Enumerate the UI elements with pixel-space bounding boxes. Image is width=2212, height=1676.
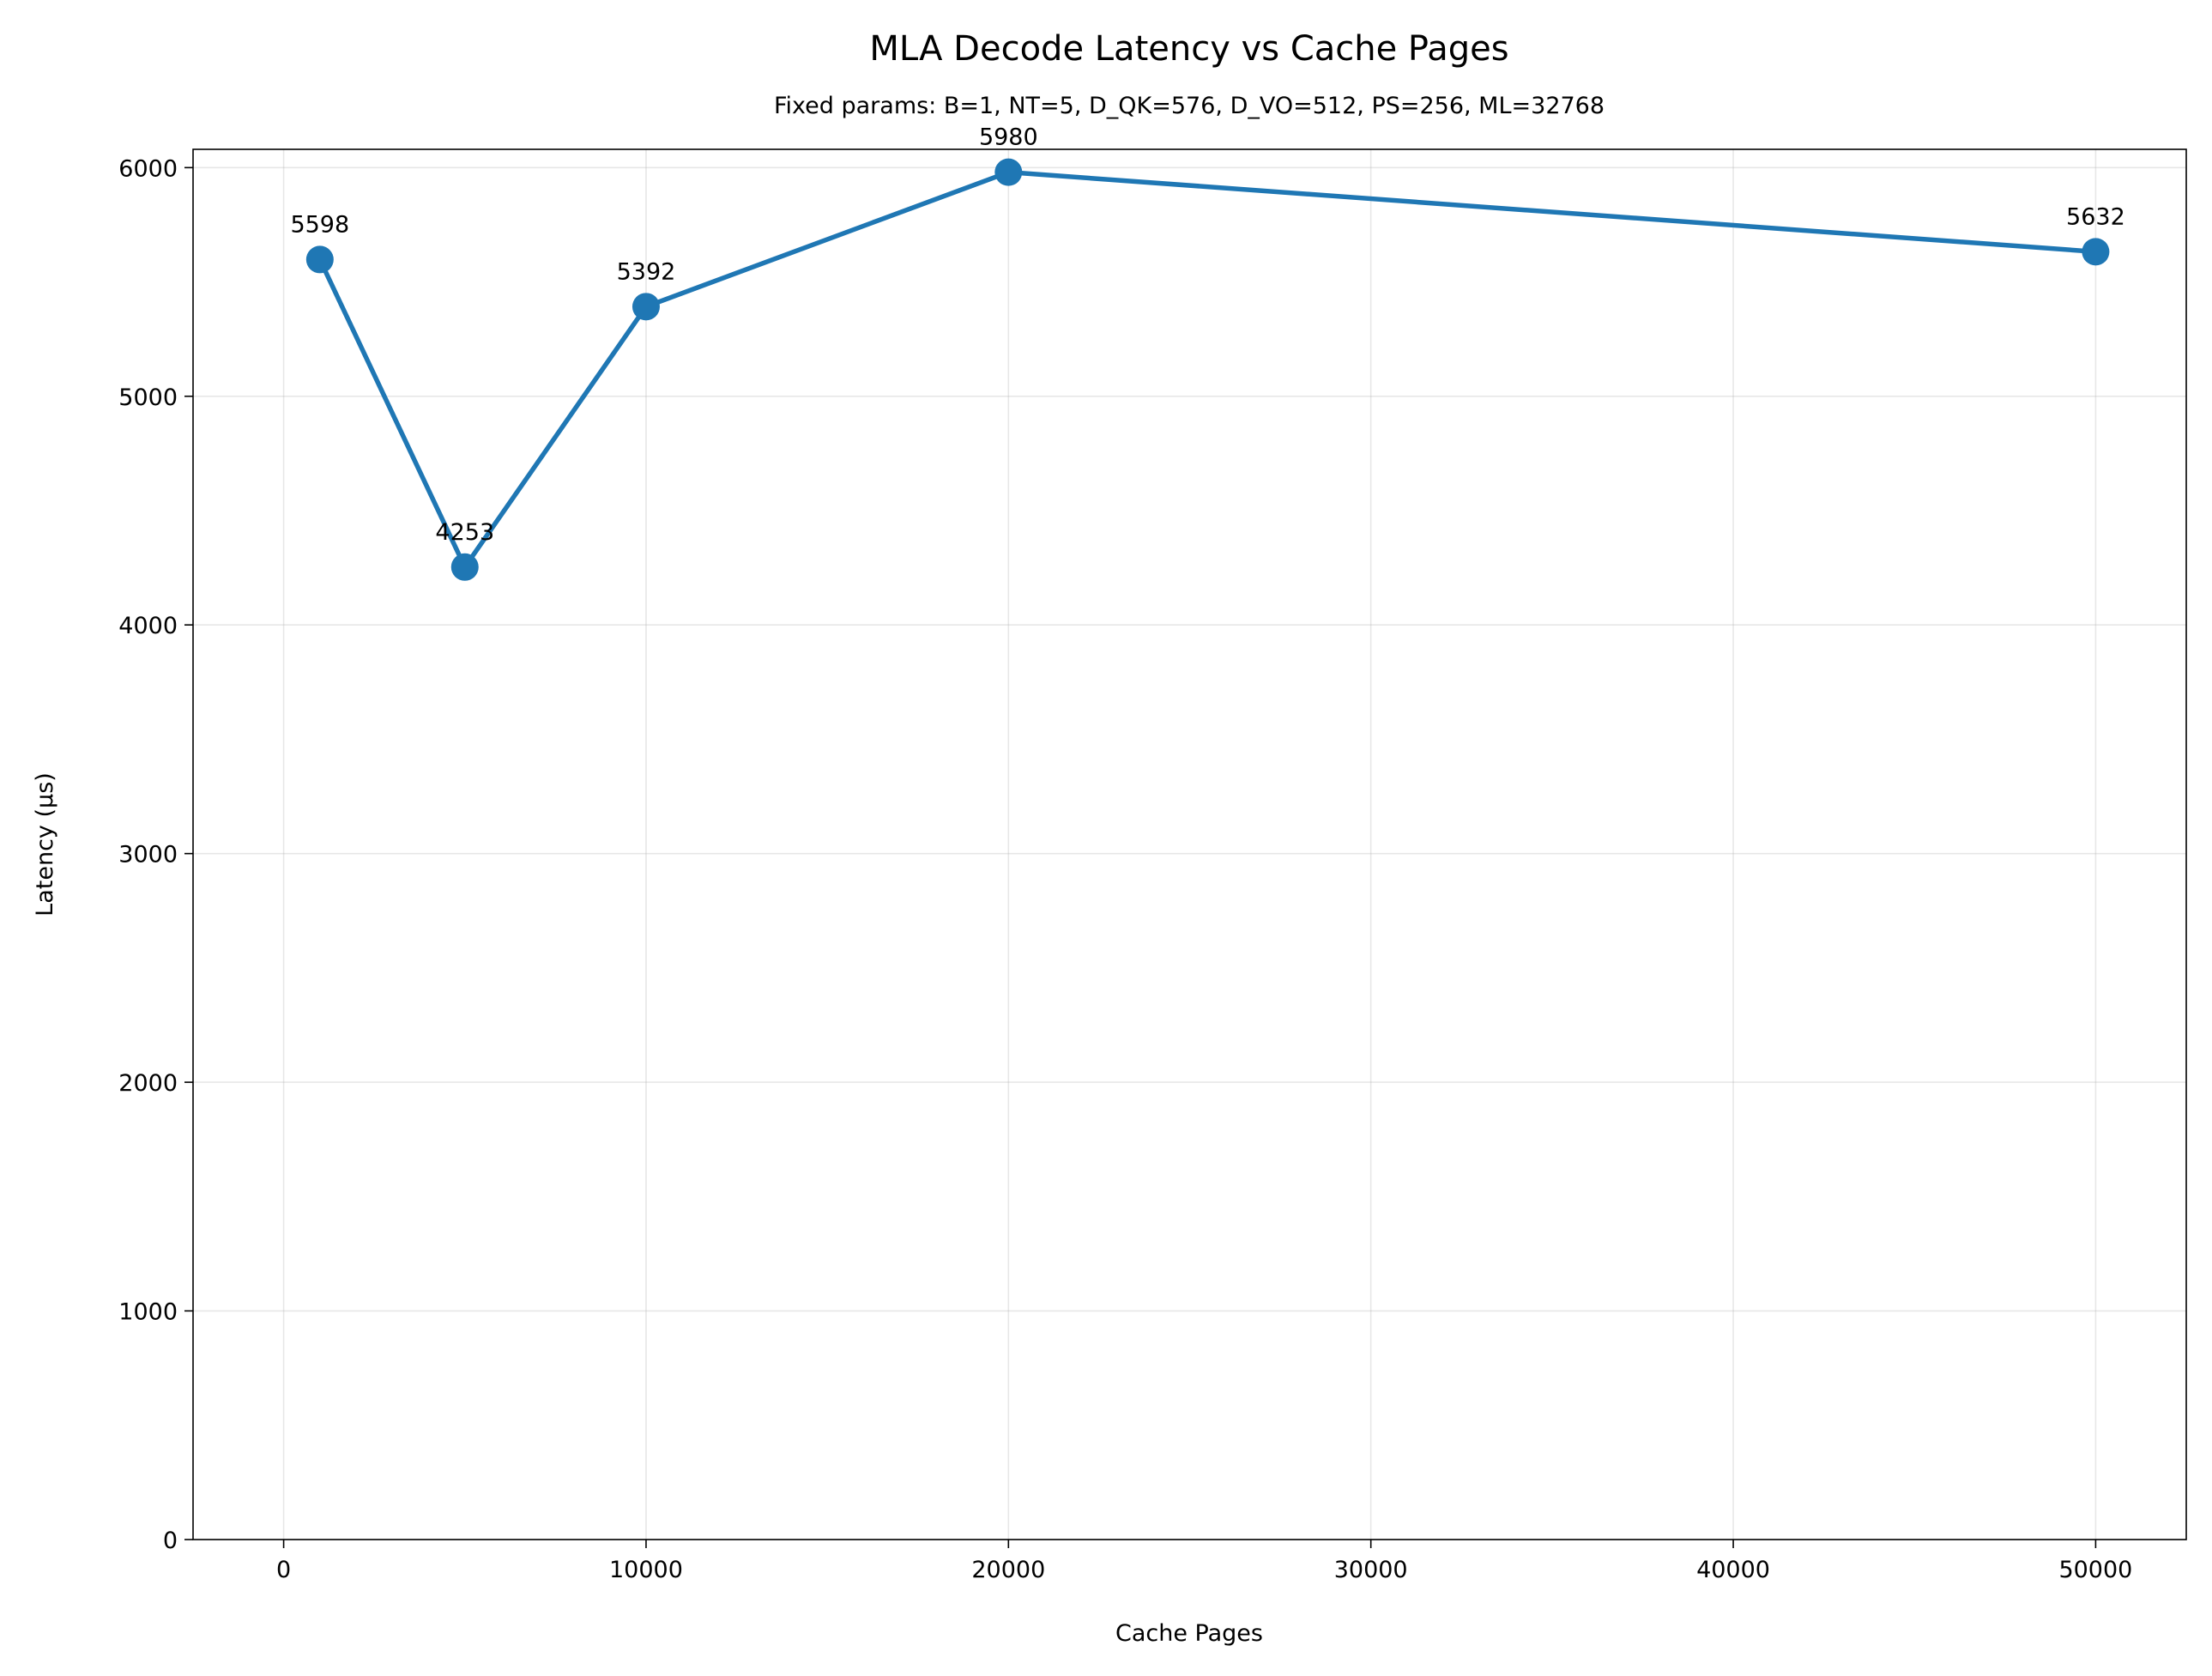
x-tick-label: 20000 [971, 1557, 1045, 1583]
data-label: 5980 [979, 124, 1038, 151]
chart-subtitle: Fixed params: B=1, NT=5, D_QK=576, D_VO=… [774, 93, 1605, 119]
data-point [994, 158, 1023, 186]
y-tick-label: 5000 [118, 384, 178, 411]
data-labels-layer: 5598 4253 5392 5980 5632 [290, 124, 2124, 546]
y-tick-label: 1000 [118, 1299, 178, 1326]
grid-layer [193, 149, 2186, 1540]
series-layer [305, 158, 2110, 581]
series-line [317, 169, 2099, 570]
data-label: 5392 [617, 258, 676, 285]
x-tick-label: 40000 [1696, 1557, 1770, 1583]
data-point [632, 293, 660, 321]
y-tick-label: 3000 [118, 842, 178, 868]
x-axis-label: Cache Pages [1115, 1620, 1263, 1647]
y-tick-label: 0 [163, 1528, 178, 1554]
data-point [305, 245, 334, 274]
x-tick-label: 50000 [2058, 1557, 2132, 1583]
data-label: 5632 [2066, 203, 2125, 230]
chart-title: MLA Decode Latency vs Cache Pages [869, 29, 1508, 69]
y-tick-label: 2000 [118, 1070, 178, 1097]
plot-frame [192, 148, 2187, 1540]
data-label: 5598 [290, 211, 349, 238]
y-tick-label: 6000 [118, 155, 178, 182]
data-label: 4253 [435, 519, 494, 546]
x-tick-label: 0 [276, 1557, 291, 1583]
x-tick-label: 10000 [609, 1557, 683, 1583]
y-axis-label: Latency (μs) [32, 772, 58, 917]
x-tick-label: 30000 [1334, 1557, 1408, 1583]
data-point [2082, 238, 2110, 266]
y-tick-label: 4000 [118, 613, 178, 639]
data-point [450, 553, 479, 581]
ticks-layer: 0 10000 20000 30000 40000 50000 0 1000 2000 3000 4… [118, 155, 2132, 1583]
